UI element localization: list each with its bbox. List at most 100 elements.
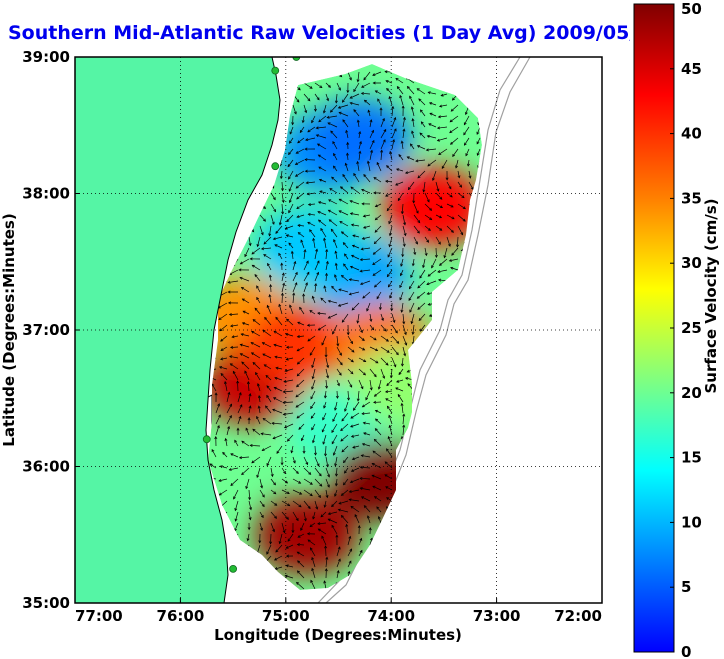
velocity-arrow: [402, 225, 406, 236]
velocity-arrow-head: [273, 343, 277, 347]
velocity-arrow: [332, 141, 338, 150]
colorbar-tick-label: 15: [681, 449, 702, 467]
velocity-arrow: [374, 225, 382, 233]
velocity-arrow-head: [297, 140, 301, 144]
velocity-arrow: [226, 415, 232, 425]
velocity-arrow-head: [297, 560, 301, 564]
velocity-arrow: [340, 423, 349, 431]
velocity-arrow-head: [369, 119, 373, 123]
velocity-arrow: [303, 489, 313, 496]
velocity-arrow-head: [348, 278, 352, 282]
velocity-arrow: [264, 364, 272, 370]
velocity-arrow: [309, 229, 316, 238]
velocity-arrow-head: [280, 462, 284, 466]
velocity-arrow-head: [381, 317, 384, 322]
velocity-arrow: [230, 363, 239, 370]
velocity-arrow-head: [372, 273, 376, 276]
velocity-arrow: [314, 249, 318, 260]
velocity-arrow-head: [349, 95, 353, 99]
velocity-arrow-head: [326, 365, 330, 369]
velocity-arrow: [388, 415, 393, 425]
velocity-arrow-head: [300, 239, 304, 243]
velocity-arrow-head: [299, 129, 303, 134]
velocity-arrow: [400, 258, 404, 267]
velocity-arrow: [251, 247, 261, 255]
velocity-arrow: [341, 489, 349, 496]
velocity-arrow-head: [359, 476, 363, 480]
velocity-arrow: [262, 353, 272, 359]
velocity-arrow: [340, 186, 349, 194]
velocity-arrow: [338, 509, 349, 513]
velocity-arrow: [386, 497, 393, 502]
velocity-arrow: [341, 313, 349, 323]
velocity-arrow: [372, 258, 382, 265]
velocity-arrow-head: [378, 307, 382, 311]
velocity-arrow: [273, 397, 283, 403]
velocity-arrow: [457, 214, 466, 222]
velocity-arrow: [303, 511, 307, 521]
velocity-arrow-head: [269, 284, 273, 288]
velocity-arrow-head: [387, 436, 391, 440]
velocity-arrow: [353, 109, 360, 117]
velocity-arrow: [446, 181, 452, 189]
velocity-arrow: [286, 234, 294, 238]
velocity-arrow: [421, 121, 426, 128]
velocity-arrow-head: [438, 152, 442, 155]
velocity-arrow-head: [375, 360, 379, 364]
velocity-arrow-head: [409, 95, 412, 99]
velocity-arrow-head: [284, 574, 288, 578]
velocity-arrow-head: [449, 119, 453, 123]
velocity-arrow-head: [386, 274, 390, 278]
velocity-arrow-head: [402, 321, 406, 325]
velocity-arrow: [317, 211, 327, 216]
velocity-arrow-head: [325, 385, 329, 389]
velocity-arrow-head: [366, 308, 370, 312]
velocity-arrow: [261, 247, 272, 250]
velocity-arrow: [435, 203, 443, 208]
velocity-arrow: [295, 181, 305, 189]
velocity-arrow-head: [264, 316, 268, 320]
velocity-arrow: [234, 440, 239, 447]
velocity-arrow: [378, 379, 382, 390]
velocity-arrow: [391, 139, 395, 150]
velocity-arrow: [349, 291, 360, 295]
velocity-arrow: [376, 506, 382, 513]
velocity-arrow-head: [227, 290, 231, 294]
velocity-arrow-head: [371, 139, 375, 144]
velocity-arrow-head: [371, 327, 375, 331]
velocity-arrow: [282, 401, 294, 404]
velocity-arrow: [378, 516, 382, 524]
velocity-arrow: [402, 324, 407, 335]
velocity-arrow: [372, 71, 382, 76]
velocity-arrow: [314, 456, 320, 467]
velocity-arrow-head: [348, 498, 352, 502]
velocity-arrow-head: [275, 316, 279, 320]
velocity-arrow-head: [342, 119, 346, 123]
velocity-arrow: [241, 361, 250, 370]
velocity-arrow-head: [249, 257, 253, 261]
velocity-arrow: [385, 80, 393, 84]
velocity-arrow-head: [309, 310, 313, 313]
radar-station-marker: [271, 66, 280, 75]
velocity-arrow: [424, 236, 429, 243]
velocity-arrow: [211, 449, 217, 458]
colorbar-tick-label: 25: [681, 319, 702, 337]
velocity-arrow: [386, 379, 393, 386]
velocity-arrow: [358, 324, 363, 333]
velocity-arrow: [386, 258, 393, 267]
velocity-arrow: [351, 302, 360, 311]
velocity-arrow: [318, 166, 327, 172]
velocity-arrow-head: [344, 253, 347, 257]
velocity-arrow-head: [363, 173, 367, 178]
velocity-arrow: [297, 560, 305, 568]
velocity-arrow: [262, 342, 272, 348]
velocity-arrow-head: [338, 198, 342, 202]
velocity-arrow-head: [327, 484, 330, 488]
velocity-arrow: [349, 279, 360, 282]
velocity-arrow-head: [218, 366, 223, 369]
velocity-arrow: [350, 412, 360, 419]
velocity-arrow: [407, 156, 415, 161]
velocity-arrow: [297, 533, 305, 538]
velocity-arrow: [328, 313, 338, 319]
velocity-arrow-head: [332, 452, 336, 456]
